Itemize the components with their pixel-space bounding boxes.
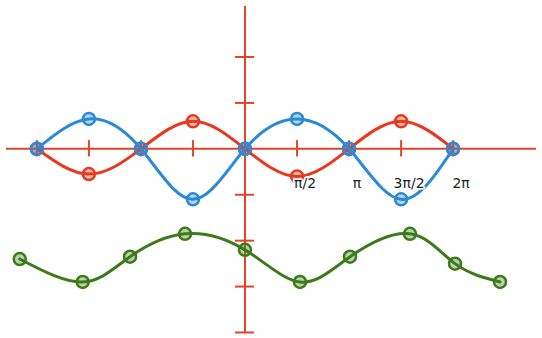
svg-text:π/2: π/2 [294,175,316,191]
svg-text:π: π [353,175,362,191]
svg-text:2π: 2π [452,175,470,191]
svg-text:3π/2: 3π/2 [394,175,425,191]
